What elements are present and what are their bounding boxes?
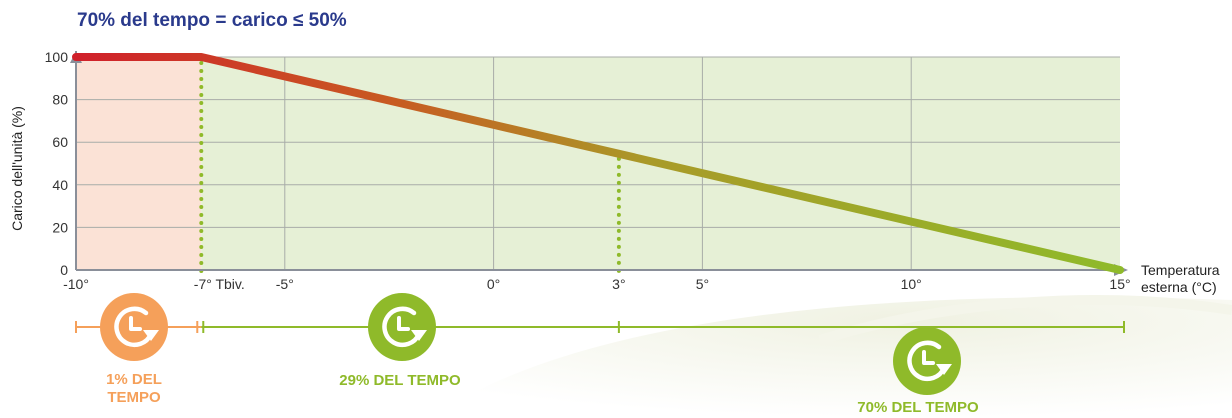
clock-icon xyxy=(100,293,168,361)
x-tick-label: 0° xyxy=(487,276,500,292)
time-share-label: 1% DEL TEMPO xyxy=(106,371,162,406)
y-tick-label: 40 xyxy=(52,177,68,193)
x-tick-label: 3° xyxy=(612,276,625,292)
time-share-label: 70% DEL TEMPO xyxy=(857,399,979,416)
y-tick-label: 80 xyxy=(52,92,68,108)
series-line-0 xyxy=(72,53,1124,274)
region-0 xyxy=(76,57,202,270)
clock-icon xyxy=(893,327,961,395)
x-tick-label: -5° xyxy=(276,276,294,292)
chart-title: 70% del tempo = carico ≤ 50% xyxy=(77,10,347,31)
y-axis-label: Carico dell'unità (%) xyxy=(9,106,25,231)
clock-icon xyxy=(368,293,436,361)
y-tick-label: 60 xyxy=(52,134,68,150)
x-tick-label: -7° Tbiv. xyxy=(194,276,245,292)
y-tick-label: 0 xyxy=(60,262,68,278)
x-tick-label: 5° xyxy=(696,276,709,292)
x-tick-label: -10° xyxy=(63,276,89,292)
y-tick-label: 20 xyxy=(52,219,68,235)
x-axis-label: Temperatura esterna (°C) xyxy=(1141,262,1220,295)
y-tick-label: 100 xyxy=(45,49,69,65)
time-share-label: 29% DEL TEMPO xyxy=(339,372,461,389)
x-tick-label: 10° xyxy=(901,276,922,292)
x-tick-label: 15° xyxy=(1109,276,1130,292)
